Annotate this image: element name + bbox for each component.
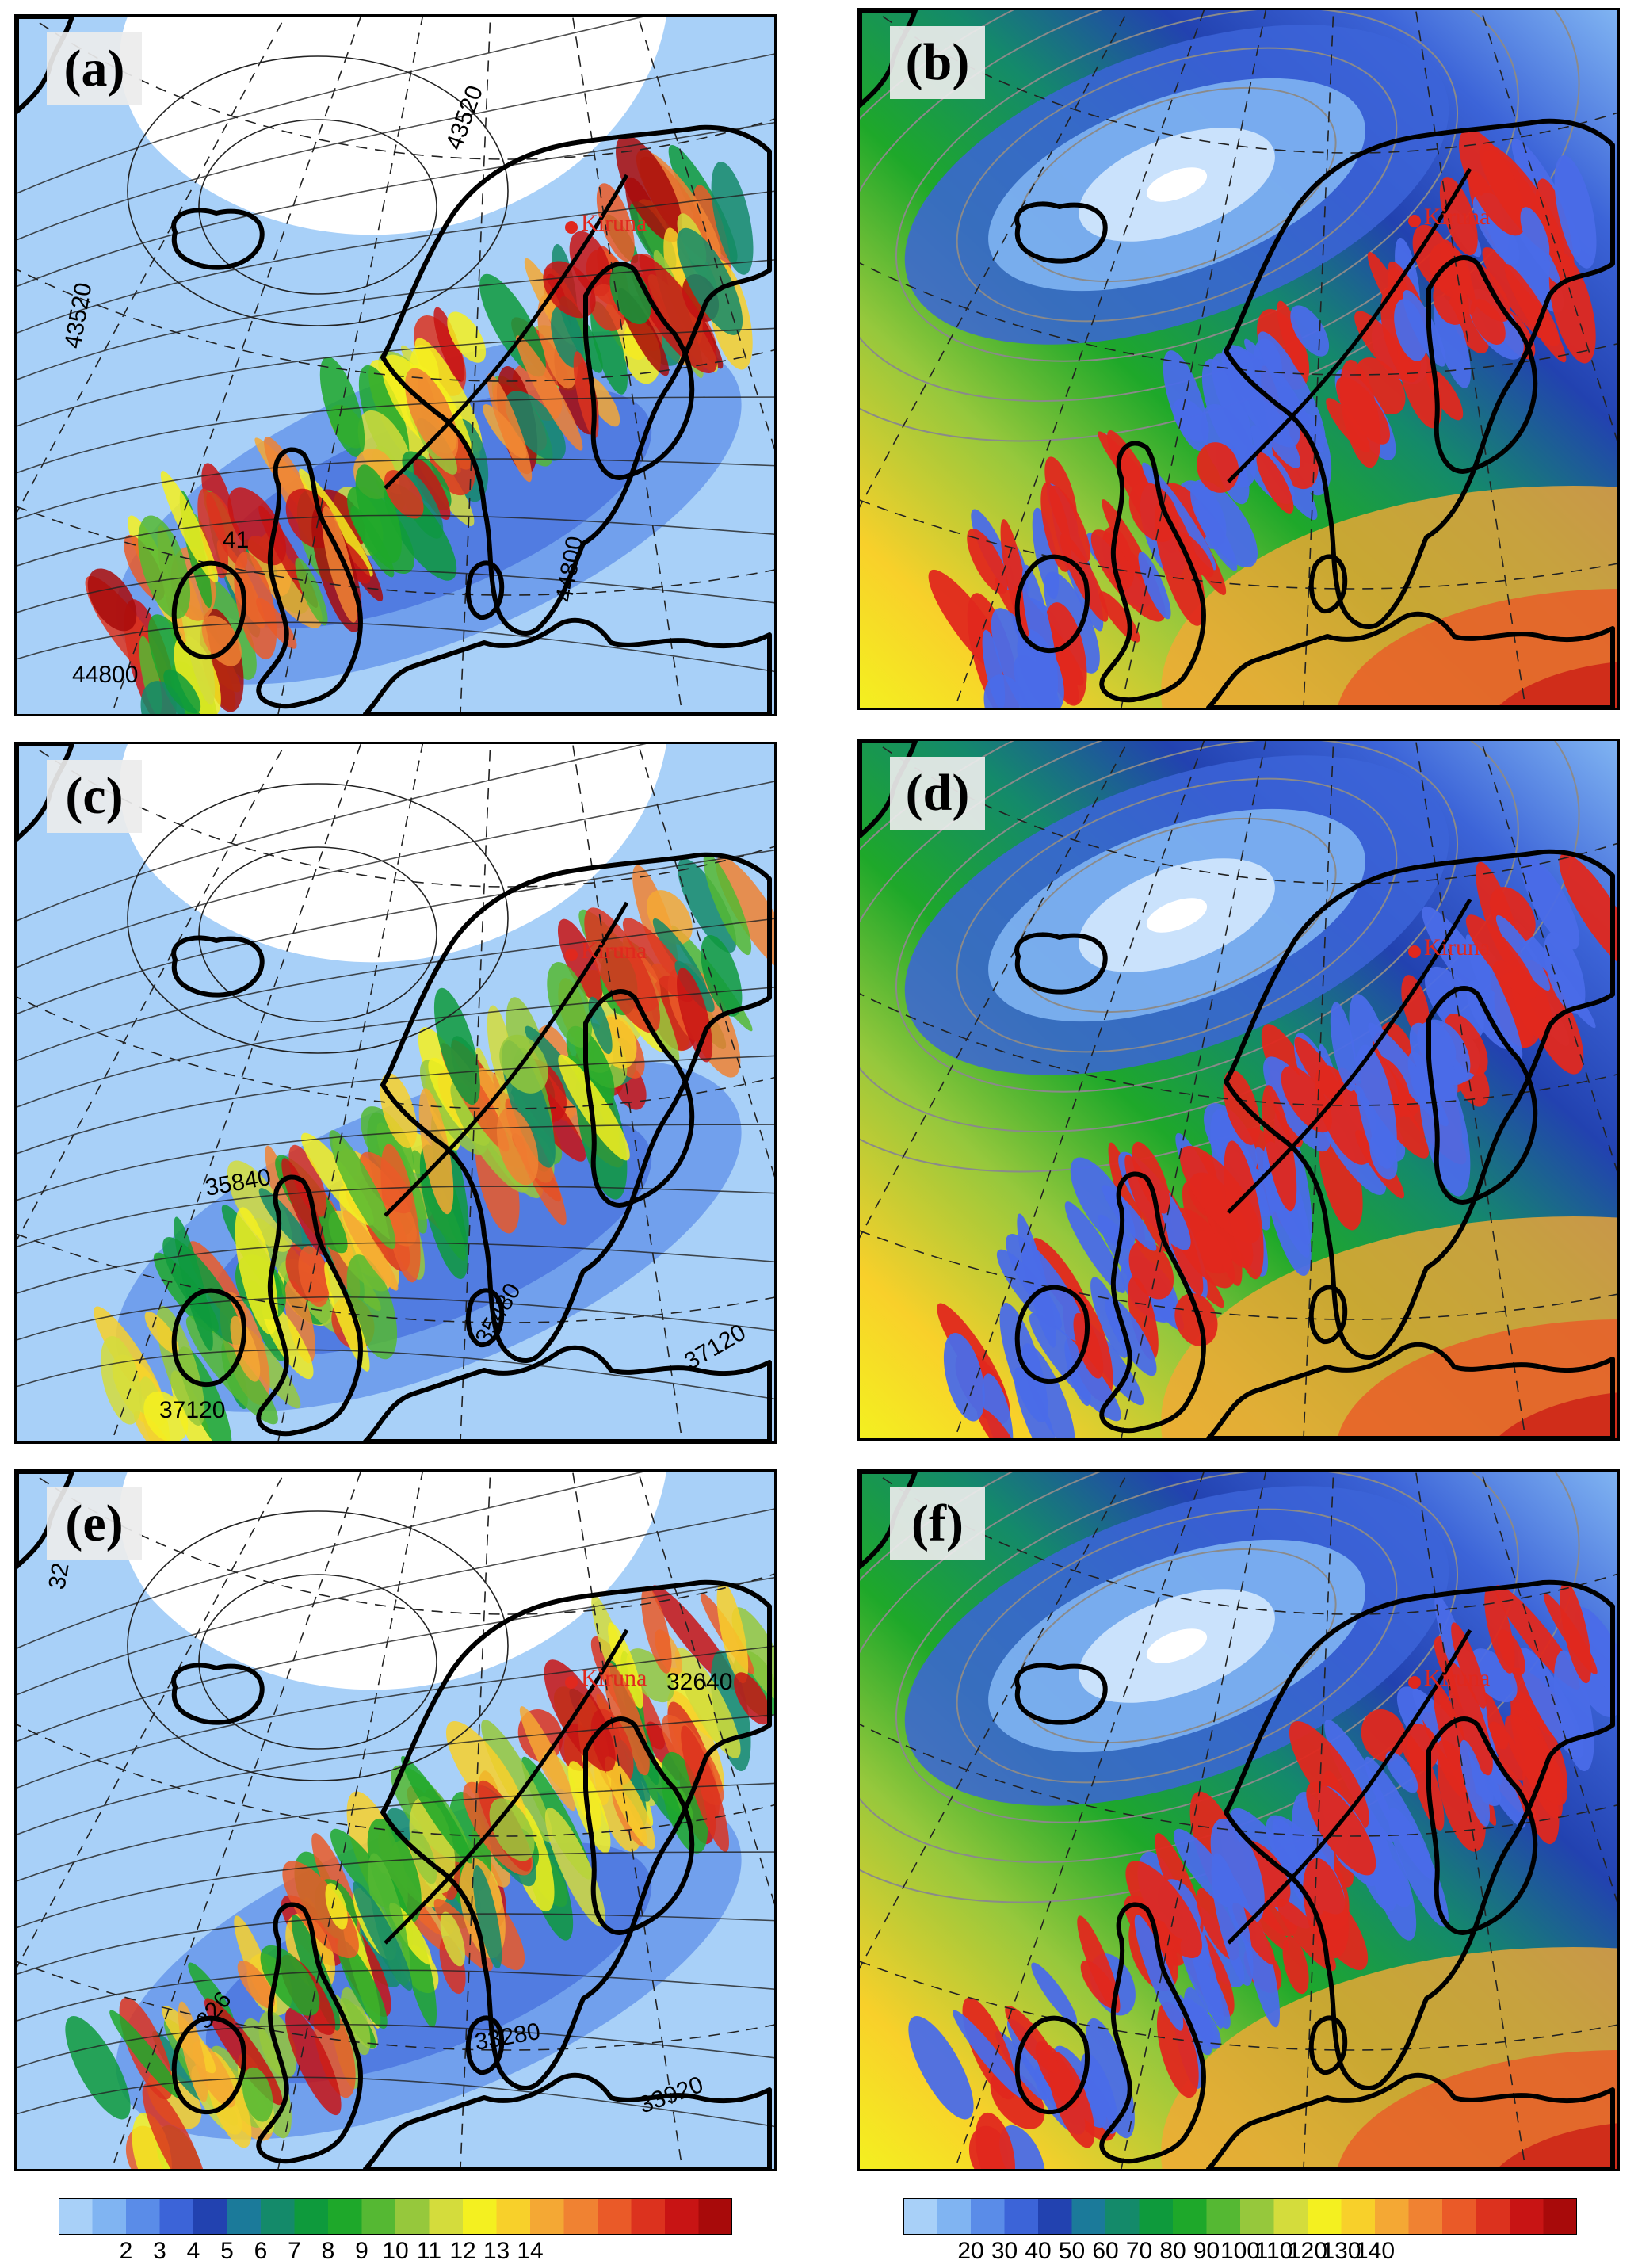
panel-e: Kiruna 32 32640 326 33280 33920 (e) — [14, 1469, 777, 2171]
colorbar-swatch — [227, 2198, 262, 2235]
colorbar-tick-label: 14 — [517, 2238, 544, 2264]
speed-map-b: Kiruna — [860, 10, 1617, 708]
colorbar-tick-label: 30 — [991, 2238, 1018, 2264]
colorbar-swatch — [463, 2198, 497, 2235]
colorbar-swatch — [1375, 2198, 1409, 2235]
speed-map-f: Kiruna — [860, 1472, 1617, 2169]
colorbar-tick-label: 130 — [1321, 2238, 1361, 2264]
kiruna-label: Kiruna — [1424, 1665, 1490, 1691]
colorbar-swatch — [496, 2198, 531, 2235]
colorbar-swatch — [193, 2198, 227, 2235]
colorbar-swatch — [563, 2198, 598, 2235]
colorbar-swatch — [971, 2198, 1005, 2235]
colorbar-swatch — [665, 2198, 699, 2235]
colorbar-tick-label: 12 — [449, 2238, 476, 2264]
colorbar-tick-label: 10 — [382, 2238, 409, 2264]
colorbar-swatch — [1038, 2198, 1072, 2235]
colorbar-swatch — [1510, 2198, 1544, 2235]
speed-map-d: Kiruna — [860, 741, 1617, 1438]
colorbar-swatch — [903, 2198, 937, 2235]
colorbar-tick-label: 2 — [119, 2238, 133, 2264]
panel-label: (b) — [890, 26, 985, 99]
contour-label: 32640 — [666, 1669, 732, 1695]
colorbar-swatch — [361, 2198, 396, 2235]
colorbar-swatch — [429, 2198, 464, 2235]
kiruna-label: Kiruna — [1424, 934, 1490, 960]
colorbar-swatch — [631, 2198, 666, 2235]
panel-label: (e) — [47, 1487, 142, 1560]
colorbar-tick-label: 20 — [957, 2238, 984, 2264]
panel-c: Kiruna 35840 35480 37120 37120 (c) — [14, 742, 777, 1444]
colorbar-tick-label: 8 — [321, 2238, 335, 2264]
panel-label: (d) — [890, 757, 985, 830]
panel-a: Kiruna 43520 43520 41 44800 44800 (a) — [14, 14, 777, 716]
colorbar-tick-label: 13 — [483, 2238, 510, 2264]
colorbar-tick-label: 120 — [1287, 2238, 1328, 2264]
colorbar-swatch — [937, 2198, 972, 2235]
colorbar-left-swatches — [59, 2198, 733, 2235]
colorbar-swatch — [1004, 2198, 1039, 2235]
colorbar-swatch — [395, 2198, 430, 2235]
contour-label: 32 — [44, 1561, 74, 1592]
colorbar-swatch — [698, 2198, 733, 2235]
colorbar-swatch — [294, 2198, 329, 2235]
colorbar-tick-label: 70 — [1125, 2238, 1153, 2264]
colorbar-swatch — [1105, 2198, 1140, 2235]
colorbar-swatch — [1341, 2198, 1376, 2235]
colorbar-right-swatches — [903, 2198, 1578, 2235]
kiruna-label: Kiruna — [581, 937, 647, 964]
colorbar-tick-label: 140 — [1354, 2238, 1396, 2264]
panel-label: (a) — [47, 32, 142, 105]
contour-label: 41 — [223, 527, 249, 553]
colorbar-left: 2 3 4 5 6 7 8 9 10 11 12 13 14 — [59, 2198, 733, 2265]
colorbar-swatch — [328, 2198, 362, 2235]
colorbar-tick-label: 6 — [254, 2238, 268, 2264]
colorbar-swatch — [59, 2198, 93, 2235]
colorbar-swatch — [1308, 2198, 1342, 2235]
panel-label: (c) — [47, 760, 142, 833]
colorbar-tick-label: 5 — [220, 2238, 234, 2264]
panel-b: Kiruna (b) — [857, 8, 1620, 710]
colorbar-swatch — [126, 2198, 160, 2235]
kiruna-label: Kiruna — [581, 210, 647, 236]
colorbar-tick-label: 7 — [288, 2238, 301, 2264]
colorbar-tick-label: 100 — [1220, 2238, 1261, 2264]
colorbar-swatch — [1206, 2198, 1241, 2235]
colorbar-swatch — [1476, 2198, 1510, 2235]
colorbar-tick-label: 110 — [1254, 2238, 1293, 2264]
colorbar-swatch — [1139, 2198, 1174, 2235]
colorbar-swatch — [1442, 2198, 1476, 2235]
colorbar-swatch — [1071, 2198, 1106, 2235]
kiruna-label: Kiruna — [1424, 204, 1490, 230]
colorbar-tick-label: 50 — [1058, 2238, 1086, 2264]
contour-label: 44800 — [72, 662, 138, 688]
colorbar-swatch — [1273, 2198, 1308, 2235]
colorbar-tick-label: 3 — [153, 2238, 166, 2264]
colorbar-right: 20 30 40 50 60 70 80 90 100 110 120 130 140 — [903, 2198, 1578, 2265]
panel-f: Kiruna (f) — [857, 1469, 1620, 2171]
colorbar-tick-label: 4 — [186, 2238, 200, 2264]
kiruna-label: Kiruna — [581, 1665, 647, 1691]
colorbar-tick-label: 11 — [416, 2238, 442, 2264]
colorbar-swatch — [1240, 2198, 1274, 2235]
colorbar-tick-label: 60 — [1092, 2238, 1119, 2264]
colorbar-swatch — [159, 2198, 194, 2235]
panel-label: (f) — [890, 1487, 985, 1560]
panel-d: Kiruna (d) — [857, 739, 1620, 1441]
colorbar-swatch — [1173, 2198, 1207, 2235]
colorbar-swatch — [598, 2198, 632, 2235]
colorbar-swatch — [1408, 2198, 1443, 2235]
colorbar-tick-label: 9 — [355, 2238, 368, 2264]
colorbar-tick-label: 90 — [1193, 2238, 1220, 2264]
colorbar-tick-label: 80 — [1159, 2238, 1186, 2264]
colorbar-swatch — [530, 2198, 564, 2235]
colorbar-swatch — [1543, 2198, 1578, 2235]
colorbar-swatch — [261, 2198, 295, 2235]
contour-label: 37120 — [159, 1397, 225, 1423]
colorbar-tick-label: 40 — [1025, 2238, 1052, 2264]
colorbar-swatch — [92, 2198, 127, 2235]
